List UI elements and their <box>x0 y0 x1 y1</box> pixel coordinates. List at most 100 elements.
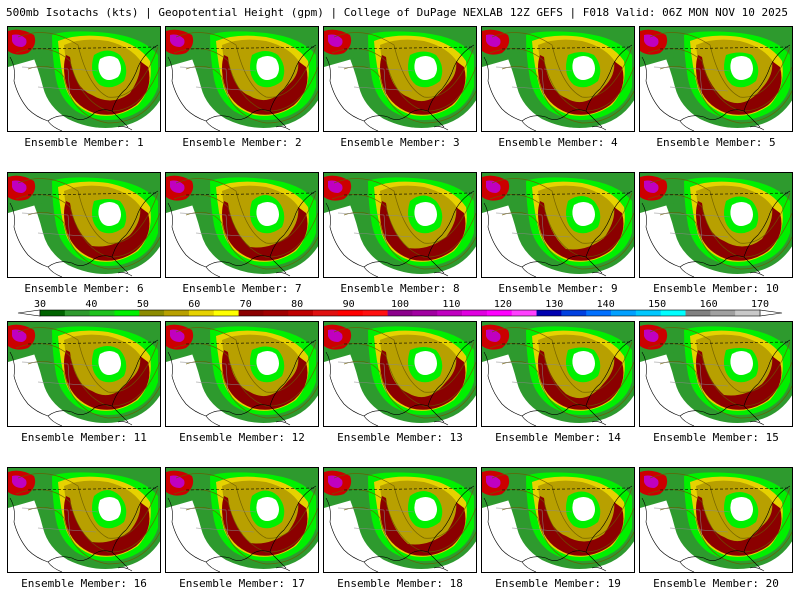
isotach-colorbar: 30 40 50 60 70 80 90 100 110 120 130 140 150 160 170 <box>16 298 788 318</box>
colorbar-swatch <box>288 310 314 316</box>
ensemble-member-label: Ensemble Member: 20 <box>653 577 779 590</box>
ensemble-panel: Ensemble Member: 19 <box>481 467 635 591</box>
ensemble-member-label: Ensemble Member: 6 <box>24 282 144 295</box>
ensemble-member-label: Ensemble Member: 8 <box>340 282 460 295</box>
colorbar-swatch <box>536 310 562 316</box>
ensemble-map <box>639 467 793 573</box>
ensemble-map <box>639 321 793 427</box>
ensemble-member-label: Ensemble Member: 12 <box>179 431 305 444</box>
ensemble-map <box>323 467 477 573</box>
colorbar-tick-label: 130 <box>545 299 563 310</box>
ensemble-map <box>7 321 161 427</box>
ensemble-panel: Ensemble Member: 18 <box>323 467 477 591</box>
ensemble-member-label: Ensemble Member: 10 <box>653 282 779 295</box>
colorbar-arrow-left <box>17 309 41 317</box>
ensemble-map <box>7 26 161 132</box>
ensemble-member-label: Ensemble Member: 1 <box>24 136 144 149</box>
ensemble-member-label: Ensemble Member: 15 <box>653 431 779 444</box>
ensemble-panel: Ensemble Member: 11 <box>7 321 161 445</box>
colorbar-swatch <box>561 310 587 316</box>
ensemble-map <box>165 467 319 573</box>
colorbar-tick-label: 120 <box>494 299 512 310</box>
ensemble-member-label: Ensemble Member: 5 <box>656 136 776 149</box>
colorbar-tick-label: 70 <box>240 299 252 310</box>
colorbar-swatch <box>263 310 289 316</box>
ensemble-member-label: Ensemble Member: 18 <box>337 577 463 590</box>
colorbar-swatch <box>437 310 463 316</box>
colorbar-swatch <box>387 310 413 316</box>
ensemble-panel: Ensemble Member: 15 <box>639 321 793 445</box>
colorbar-tick-label: 160 <box>700 299 718 310</box>
ensemble-map <box>165 321 319 427</box>
ensemble-panel: Ensemble Member: 14 <box>481 321 635 445</box>
chart-header: 500mb Isotachs (kts) | Geopotential Heig… <box>6 5 796 21</box>
ensemble-member-label: Ensemble Member: 19 <box>495 577 621 590</box>
colorbar-swatch <box>89 310 115 316</box>
ensemble-member-label: Ensemble Member: 4 <box>498 136 618 149</box>
colorbar-swatch <box>660 310 686 316</box>
colorbar-tick-label: 170 <box>751 299 769 310</box>
colorbar-swatch <box>164 310 190 316</box>
ensemble-map <box>323 321 477 427</box>
ensemble-panel: Ensemble Member: 9 <box>481 172 635 296</box>
colorbar-swatch <box>362 310 388 316</box>
colorbar-swatch <box>213 310 239 316</box>
ensemble-map <box>481 172 635 278</box>
colorbar-swatch <box>635 310 661 316</box>
colorbar-tick-label: 30 <box>34 299 46 310</box>
colorbar-swatch <box>40 310 66 316</box>
colorbar-swatch <box>114 310 140 316</box>
ensemble-member-label: Ensemble Member: 2 <box>182 136 302 149</box>
ensemble-member-label: Ensemble Member: 17 <box>179 577 305 590</box>
colorbar-swatch <box>313 310 339 316</box>
ensemble-map <box>323 172 477 278</box>
ensemble-map <box>165 172 319 278</box>
ensemble-member-label: Ensemble Member: 7 <box>182 282 302 295</box>
colorbar-swatch <box>139 310 165 316</box>
colorbar-tick-label: 60 <box>188 299 200 310</box>
colorbar-tick-label: 140 <box>597 299 615 310</box>
colorbar-outline <box>39 309 761 317</box>
ensemble-member-label: Ensemble Member: 16 <box>21 577 147 590</box>
ensemble-map <box>481 467 635 573</box>
colorbar-arrow-right <box>759 309 783 317</box>
colorbar-swatch <box>735 310 761 316</box>
colorbar-tick-label: 150 <box>648 299 666 310</box>
ensemble-member-label: Ensemble Member: 11 <box>21 431 147 444</box>
ensemble-map <box>639 172 793 278</box>
colorbar-swatch <box>710 310 736 316</box>
ensemble-member-label: Ensemble Member: 13 <box>337 431 463 444</box>
ensemble-member-label: Ensemble Member: 9 <box>498 282 618 295</box>
ensemble-panel: Ensemble Member: 7 <box>165 172 319 296</box>
ensemble-panel: Ensemble Member: 8 <box>323 172 477 296</box>
ensemble-panel: Ensemble Member: 1 <box>7 26 161 150</box>
ensemble-panel: Ensemble Member: 13 <box>323 321 477 445</box>
ensemble-panel: Ensemble Member: 10 <box>639 172 793 296</box>
header-valid-time: 12Z GEFS | F018 Valid: 06Z MON NOV 10 20… <box>509 6 788 19</box>
ensemble-map <box>165 26 319 132</box>
colorbar-swatch <box>685 310 711 316</box>
colorbar-tick-label: 110 <box>442 299 460 310</box>
colorbar-tick-label: 90 <box>343 299 355 310</box>
colorbar-swatch <box>511 310 537 316</box>
ensemble-panel: Ensemble Member: 20 <box>639 467 793 591</box>
ensemble-map <box>7 467 161 573</box>
colorbar-tick-label: 50 <box>137 299 149 310</box>
colorbar-swatch <box>188 310 215 316</box>
colorbar-swatch <box>412 310 438 316</box>
colorbar-swatch <box>486 310 513 316</box>
colorbar-swatch <box>462 310 488 316</box>
ensemble-panel: Ensemble Member: 3 <box>323 26 477 150</box>
colorbar-svg: 30 40 50 60 70 80 90 100 110 120 130 140 150 160 170 <box>17 299 783 317</box>
colorbar-swatch <box>238 310 264 316</box>
colorbar-tick-label: 100 <box>391 299 409 310</box>
ensemble-map <box>639 26 793 132</box>
colorbar-swatch <box>337 310 364 316</box>
colorbar-swatch <box>586 310 612 316</box>
ensemble-map <box>481 321 635 427</box>
ensemble-panel: Ensemble Member: 5 <box>639 26 793 150</box>
ensemble-map <box>7 172 161 278</box>
colorbar-swatch <box>64 310 90 316</box>
ensemble-panel: Ensemble Member: 12 <box>165 321 319 445</box>
ensemble-member-label: Ensemble Member: 14 <box>495 431 621 444</box>
